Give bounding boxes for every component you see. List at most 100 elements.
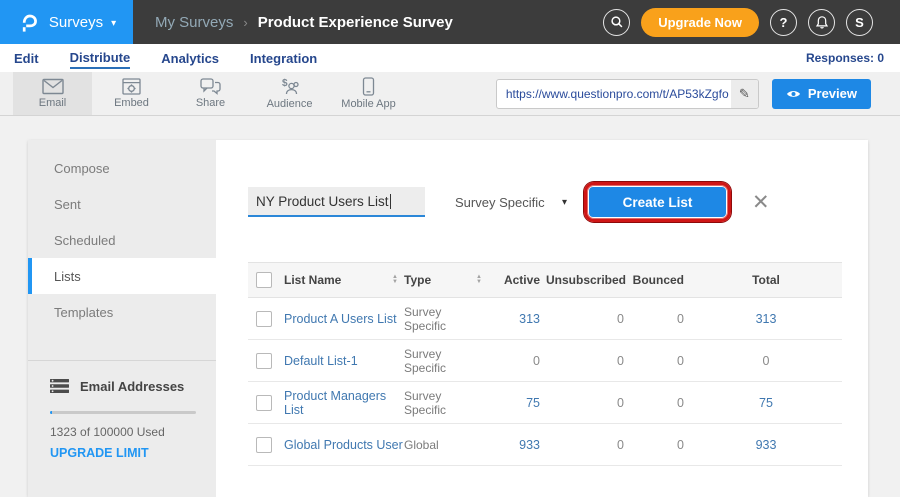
bell-icon <box>815 15 828 29</box>
eye-icon <box>786 90 800 97</box>
preview-label: Preview <box>807 86 857 101</box>
surveys-product-menu[interactable]: Surveys ▾ <box>0 0 133 44</box>
list-name-value: NY Product Users List <box>256 193 389 209</box>
create-list-button[interactable]: Create List <box>589 187 726 217</box>
column-header-active: Active <box>503 273 540 287</box>
lists-table: List Name ▲ ▼ Type ▲ ▼ Active Unsubscribed… <box>248 262 842 466</box>
active-count[interactable]: 0 <box>533 353 540 368</box>
active-count[interactable]: 933 <box>519 437 540 452</box>
unsubscribed-count: 0 <box>617 353 624 368</box>
survey-nav: Edit Distribute Analytics Integration Re… <box>0 44 900 72</box>
email-sidebar: Compose Sent Scheduled Lists Templates E… <box>28 140 216 497</box>
bounced-count: 0 <box>677 353 684 368</box>
toolbar-item-email[interactable]: Email <box>13 72 92 115</box>
page-title: Product Experience Survey <box>257 13 453 31</box>
row-checkbox[interactable] <box>256 310 272 327</box>
tab-edit[interactable]: Edit <box>14 51 39 66</box>
list-name-link[interactable]: Global Products User <box>284 437 403 452</box>
bounced-count: 0 <box>677 395 684 410</box>
svg-text:$: $ <box>282 78 288 89</box>
email-addresses-title: Email Addresses <box>80 378 185 394</box>
active-count[interactable]: 313 <box>519 311 540 326</box>
active-count[interactable]: 75 <box>526 395 540 410</box>
list-name-link[interactable]: Product Managers List <box>284 388 387 417</box>
edit-url-button[interactable]: ✎ <box>730 79 758 108</box>
survey-url-value[interactable]: https://www.questionpro.com/t/AP53kZgfo <box>505 86 729 101</box>
sidebar-item-compose[interactable]: Compose <box>54 160 110 176</box>
distribute-toolbar: Email Embed Share $ Audience M <box>0 72 900 116</box>
toolbar-item-audience[interactable]: $ Audience <box>250 72 329 115</box>
email-usage-progress <box>50 411 196 414</box>
embed-icon <box>122 78 141 95</box>
tab-distribute[interactable]: Distribute <box>69 47 131 69</box>
list-type: Global <box>404 437 439 452</box>
responses-count[interactable]: Responses: 0 <box>805 51 884 65</box>
search-button[interactable] <box>603 8 631 36</box>
bounced-count: 0 <box>677 311 684 326</box>
column-header-bounced: Bounced <box>632 273 684 287</box>
text-cursor <box>389 193 391 209</box>
toolbar-item-label: Mobile App <box>341 98 396 110</box>
column-header-unsubscribed: Unsubscribed <box>546 273 627 287</box>
toolbar-item-label: Audience <box>266 97 313 110</box>
survey-url-field[interactable]: https://www.questionpro.com/t/AP53kZgfo … <box>495 78 759 109</box>
upgrade-limit-link[interactable]: UPGRADE LIMIT <box>50 446 149 460</box>
lists-content: NY Product Users List Survey Specific ▾ … <box>216 140 868 497</box>
list-name-link[interactable]: Product A Users List <box>284 311 397 326</box>
list-type: Survey Specific <box>404 304 447 333</box>
column-header-list-name[interactable]: List Name <box>284 273 342 287</box>
chevron-down-icon: ▾ <box>561 196 567 208</box>
table-row: Product A Users List Survey Specific 313… <box>248 298 842 340</box>
help-button[interactable]: ? <box>770 8 797 36</box>
total-count[interactable]: 313 <box>755 311 777 326</box>
list-icon <box>50 379 69 393</box>
list-name-input[interactable]: NY Product Users List <box>248 187 425 217</box>
toolbar-item-mobile-app[interactable]: Mobile App <box>329 72 408 115</box>
column-header-total: Total <box>752 273 780 287</box>
email-panel: Compose Sent Scheduled Lists Templates E… <box>28 140 868 497</box>
sidebar-item-scheduled[interactable]: Scheduled <box>54 232 116 248</box>
table-row: Default List-1 Survey Specific 0 0 0 0 <box>248 340 842 382</box>
list-type: Survey Specific <box>404 388 447 417</box>
topbar-actions: Upgrade Now ? S <box>603 7 900 37</box>
email-icon <box>41 78 64 95</box>
row-checkbox[interactable] <box>256 352 272 369</box>
total-count[interactable]: 75 <box>759 395 773 410</box>
sidebar-item-templates[interactable]: Templates <box>54 304 114 320</box>
row-checkbox[interactable] <box>256 394 272 411</box>
list-type-dropdown[interactable]: Survey Specific ▾ <box>455 195 567 210</box>
toolbar-item-share[interactable]: Share <box>171 72 250 115</box>
tab-analytics[interactable]: Analytics <box>161 51 220 66</box>
questionpro-logo-icon <box>22 14 37 32</box>
sidebar-item-lists[interactable]: Lists <box>28 258 216 294</box>
create-list-row: NY Product Users List Survey Specific ▾ … <box>248 182 868 222</box>
table-row: Product Managers List Survey Specific 75… <box>248 382 842 424</box>
select-all-checkbox[interactable] <box>256 272 272 288</box>
row-checkbox[interactable] <box>256 436 272 453</box>
surveys-menu-label: Surveys <box>48 13 104 31</box>
sidebar-divider <box>28 360 216 361</box>
share-icon <box>200 78 221 95</box>
close-icon[interactable]: ✕ <box>752 190 770 214</box>
total-count[interactable]: 0 <box>762 353 770 368</box>
toolbar-right: https://www.questionpro.com/t/AP53kZgfo … <box>495 72 900 115</box>
sort-icon[interactable]: ▲ ▼ <box>392 274 398 285</box>
breadcrumb-separator-icon: › <box>243 14 248 30</box>
sort-icon[interactable]: ▲ ▼ <box>476 274 482 285</box>
list-name-link[interactable]: Default List-1 <box>284 353 358 368</box>
chevron-down-icon: ▾ <box>111 17 117 29</box>
total-count[interactable]: 933 <box>755 437 777 452</box>
notifications-button[interactable] <box>808 8 835 36</box>
mobile-app-icon <box>362 77 375 96</box>
preview-button[interactable]: Preview <box>771 78 871 109</box>
breadcrumb-my-surveys[interactable]: My Surveys <box>155 13 234 31</box>
tab-integration[interactable]: Integration <box>250 51 318 66</box>
toolbar-item-embed[interactable]: Embed <box>92 72 171 115</box>
email-lists-page: Compose Sent Scheduled Lists Templates E… <box>0 116 900 497</box>
column-header-type[interactable]: Type <box>404 273 432 287</box>
avatar[interactable]: S <box>846 8 873 36</box>
upgrade-now-button[interactable]: Upgrade Now <box>641 7 759 37</box>
unsubscribed-count: 0 <box>617 311 624 326</box>
audience-icon: $ <box>282 78 299 94</box>
sidebar-item-sent[interactable]: Sent <box>54 196 81 212</box>
